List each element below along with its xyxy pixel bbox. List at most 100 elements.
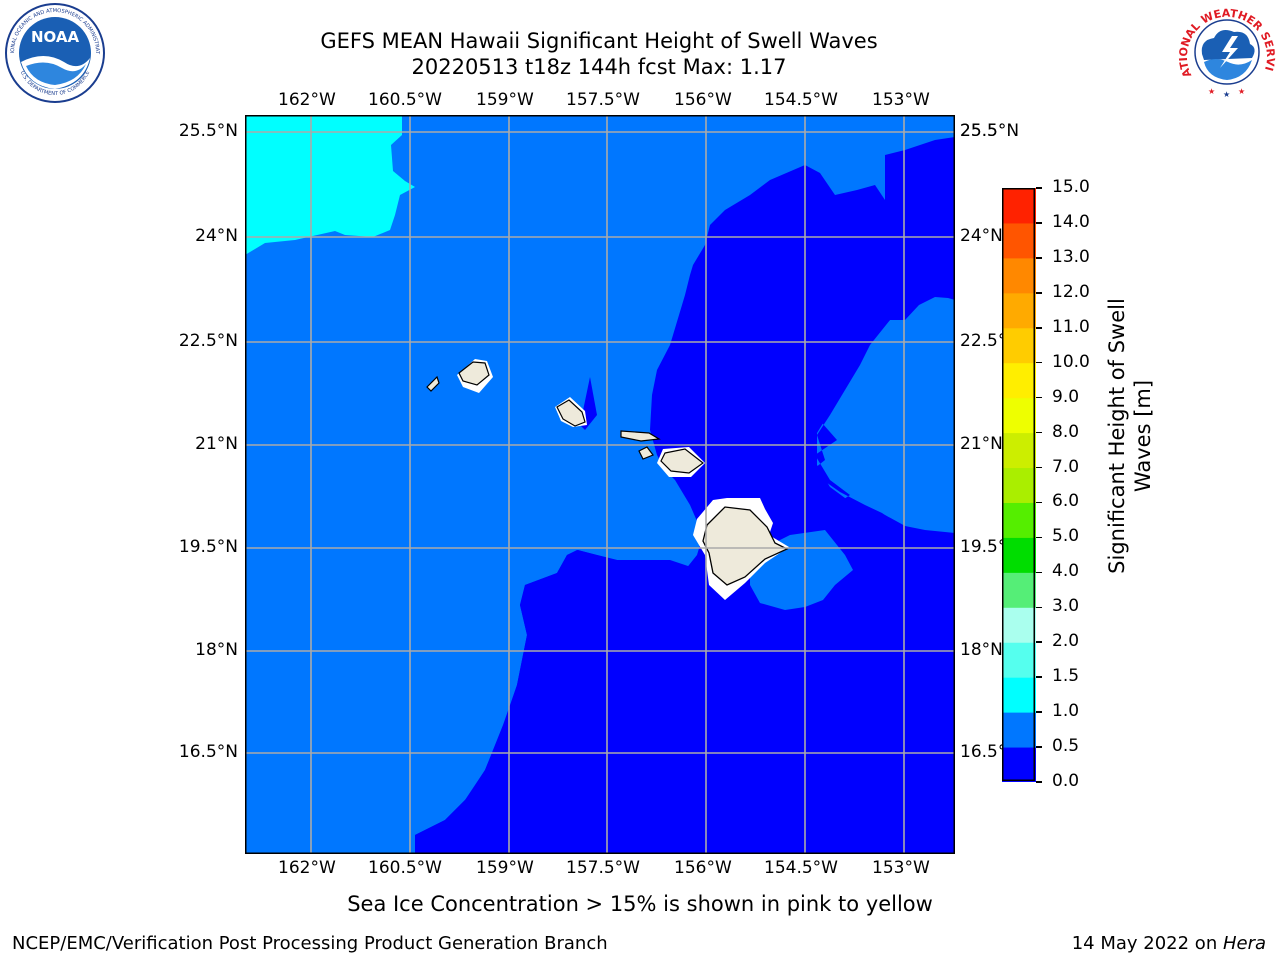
lat-label: 24°N: [195, 226, 238, 246]
colorbar-band: [1002, 362, 1036, 399]
colorbar-tick-label: 8.0: [1052, 421, 1080, 442]
lat-label: 19.5°N: [960, 537, 1002, 557]
chart-subtitle: 20220513 t18z 144h fcst Max: 1.17: [411, 55, 787, 79]
colorbar-tick-label: 5.0: [1052, 526, 1080, 547]
nws-star-icon: ★: [1223, 90, 1230, 99]
lon-label: 153°W: [872, 858, 930, 878]
island-kauai: [426, 359, 493, 393]
lat-label: 25.5°N: [960, 121, 1002, 141]
lat-label: 21°N: [960, 434, 1002, 454]
colorbar-tick-mark: [1036, 501, 1042, 504]
nws-star-icon: ★: [1208, 87, 1215, 96]
lat-label: 18°N: [960, 640, 1002, 660]
colorbar-tick-label: 10.0: [1052, 351, 1090, 372]
colorbar-tick-mark: [1036, 431, 1042, 434]
colorbar-tick-mark: [1036, 641, 1042, 643]
lon-label: 162°W: [278, 858, 336, 878]
colorbar-tick-label: 7.0: [1052, 456, 1080, 477]
colorbar-tick-label: 1.0: [1052, 701, 1080, 722]
swell-band-0-0.5-main: [415, 137, 955, 854]
colorbar-tick-mark: [1036, 396, 1042, 399]
colorbar-tick-mark: [1036, 187, 1042, 189]
colorbar-band: [1002, 712, 1036, 748]
colorbar-band: [1002, 188, 1036, 224]
colorbar-tick-mark: [1036, 327, 1042, 329]
colorbar-tick-label: 4.0: [1052, 561, 1080, 582]
colorbar-tick-mark: [1036, 606, 1042, 609]
colorbar-tick-mark: [1036, 676, 1042, 678]
colorbar-tick-mark: [1036, 292, 1042, 294]
colorbar-tick-mark: [1036, 222, 1042, 224]
lon-label: 159°W: [476, 858, 534, 878]
lon-label: 162°W: [278, 90, 336, 110]
lat-label-right-top: 25.5°N: [960, 121, 1020, 141]
colorbar-tick-mark: [1036, 361, 1042, 364]
lon-label: 159°W: [476, 90, 534, 110]
colorbar-band: [1002, 677, 1036, 713]
colorbar-band: [1002, 292, 1036, 329]
colorbar-tick-mark: [1036, 257, 1042, 259]
colorbar-band: [1002, 747, 1036, 782]
colorbar-tick-label: 0.5: [1052, 736, 1080, 757]
lat-label: 16.5°N: [960, 742, 1002, 762]
footer-date: 14 May 2022 on: [1071, 933, 1223, 954]
colorbar-band: [1002, 572, 1036, 608]
map-panel: [245, 115, 955, 854]
lon-label: 160.5°W: [368, 858, 442, 878]
colorbar-band: [1002, 537, 1036, 573]
nws-star-icon: ★: [1238, 87, 1245, 96]
lat-label: 21°N: [195, 434, 238, 454]
colorbar-tick-label: 11.0: [1052, 316, 1090, 337]
lon-label: 157.5°W: [566, 858, 640, 878]
colorbar-band: [1002, 642, 1036, 678]
sea-ice-note: Sea Ice Concentration > 15% is shown in …: [347, 892, 933, 916]
colorbar-tick-label: 15.0: [1052, 177, 1090, 197]
colorbar-label-line1: Significant Height of Swell: [1105, 298, 1129, 574]
noaa-logo-icon: NOAA NATIONAL OCEANIC AND ATMOSPHERIC AD…: [4, 2, 105, 103]
colorbar-tick-mark: [1036, 781, 1042, 783]
swell-band-1.0-1.5: [245, 115, 415, 255]
colorbar-tick-label: 9.0: [1052, 386, 1080, 407]
colorbar-band: [1002, 327, 1036, 364]
nws-logo-icon: NATIONAL WEATHER SERVICE ★ ★ ★: [1176, 2, 1277, 102]
lon-label: 154.5°W: [764, 90, 838, 110]
colorbar-tick-mark: [1036, 466, 1042, 469]
colorbar-tick-label: 0.0: [1052, 771, 1080, 791]
colorbar-tick-mark: [1036, 571, 1042, 574]
lon-label: 160.5°W: [368, 90, 442, 110]
colorbar-tick-mark: [1036, 746, 1042, 748]
noaa-logo-text: NOAA: [31, 28, 80, 46]
colorbar-tick-label: 14.0: [1052, 211, 1090, 232]
colorbar-tick-label: 1.5: [1052, 666, 1080, 687]
lat-label: 22.5°N: [178, 331, 238, 351]
map-grid: [245, 115, 955, 854]
colorbar-band: [1002, 467, 1036, 503]
lat-label: 16.5°N: [178, 742, 238, 762]
map-frame: [245, 115, 955, 854]
colorbar-band: [1002, 257, 1036, 294]
colorbar-tick-label: 3.0: [1052, 596, 1080, 617]
colorbar-tick-mark: [1036, 711, 1042, 713]
lat-label: 22.5°N: [960, 331, 1002, 351]
island-maui: [657, 447, 705, 477]
colorbar-label-line2: Waves [m]: [1131, 379, 1155, 493]
colorbar-band: [1002, 502, 1036, 538]
lat-label: 25.5°N: [178, 121, 238, 141]
colorbar-tick-label: 6.0: [1052, 491, 1080, 512]
island-oahu: [555, 397, 587, 427]
colorbar-tick-label: 13.0: [1052, 246, 1090, 267]
colorbar-tick-label: 2.0: [1052, 631, 1080, 652]
chart-title: GEFS MEAN Hawaii Significant Height of S…: [320, 29, 878, 53]
lat-label: 19.5°N: [178, 537, 238, 557]
lon-label: 157.5°W: [566, 90, 640, 110]
lat-label: 18°N: [195, 640, 238, 660]
lat-label: 24°N: [960, 226, 1002, 246]
colorbar-band: [1002, 222, 1036, 259]
lon-label: 156°W: [674, 90, 732, 110]
lon-label: 156°W: [674, 858, 732, 878]
footer-left: NCEP/EMC/Verification Post Processing Pr…: [12, 933, 608, 954]
footer-right: 14 May 2022 on Hera: [1072, 933, 1266, 954]
colorbar-band: [1002, 607, 1036, 643]
lon-label: 153°W: [872, 90, 930, 110]
colorbar-band: [1002, 397, 1036, 434]
